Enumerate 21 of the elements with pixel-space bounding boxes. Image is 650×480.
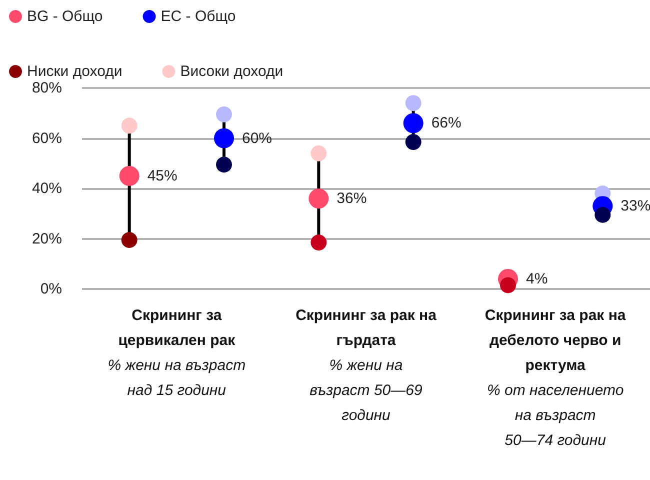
data-label: 60% bbox=[242, 130, 272, 147]
y-tick-label: 80% bbox=[32, 80, 62, 96]
data-label: 45% bbox=[147, 167, 178, 184]
y-tick-label: 20% bbox=[32, 230, 62, 248]
text: % жени на възраст над 15 години bbox=[108, 357, 246, 399]
x-tick-label: Скрининг за рак на гърдата bbox=[296, 307, 438, 349]
y-tick-label: 40% bbox=[32, 180, 62, 197]
data-label: 4% bbox=[526, 270, 548, 288]
x-tick-label: Скрининг за цервикален рак bbox=[118, 307, 236, 349]
legend-label: ЕС - Общо bbox=[160, 8, 236, 25]
data-label: 66% bbox=[431, 114, 462, 132]
data-label: 33% bbox=[620, 198, 650, 215]
y-tick-label: 60% bbox=[32, 130, 62, 147]
x-tick-label: Скрининг за рак на дебелото черво и ректума bbox=[484, 307, 626, 374]
legend-label: BG - Общо bbox=[27, 8, 103, 25]
text: % жени на възраст 50—69 години bbox=[310, 357, 423, 424]
legend-label: Високи доходи bbox=[180, 63, 284, 80]
data-label: 36% bbox=[336, 190, 367, 208]
legend-label: Ниски доходи bbox=[27, 63, 122, 80]
text: % от населението на възраст 50—74 години bbox=[486, 382, 624, 449]
y-tick-label: 0% bbox=[40, 280, 62, 298]
